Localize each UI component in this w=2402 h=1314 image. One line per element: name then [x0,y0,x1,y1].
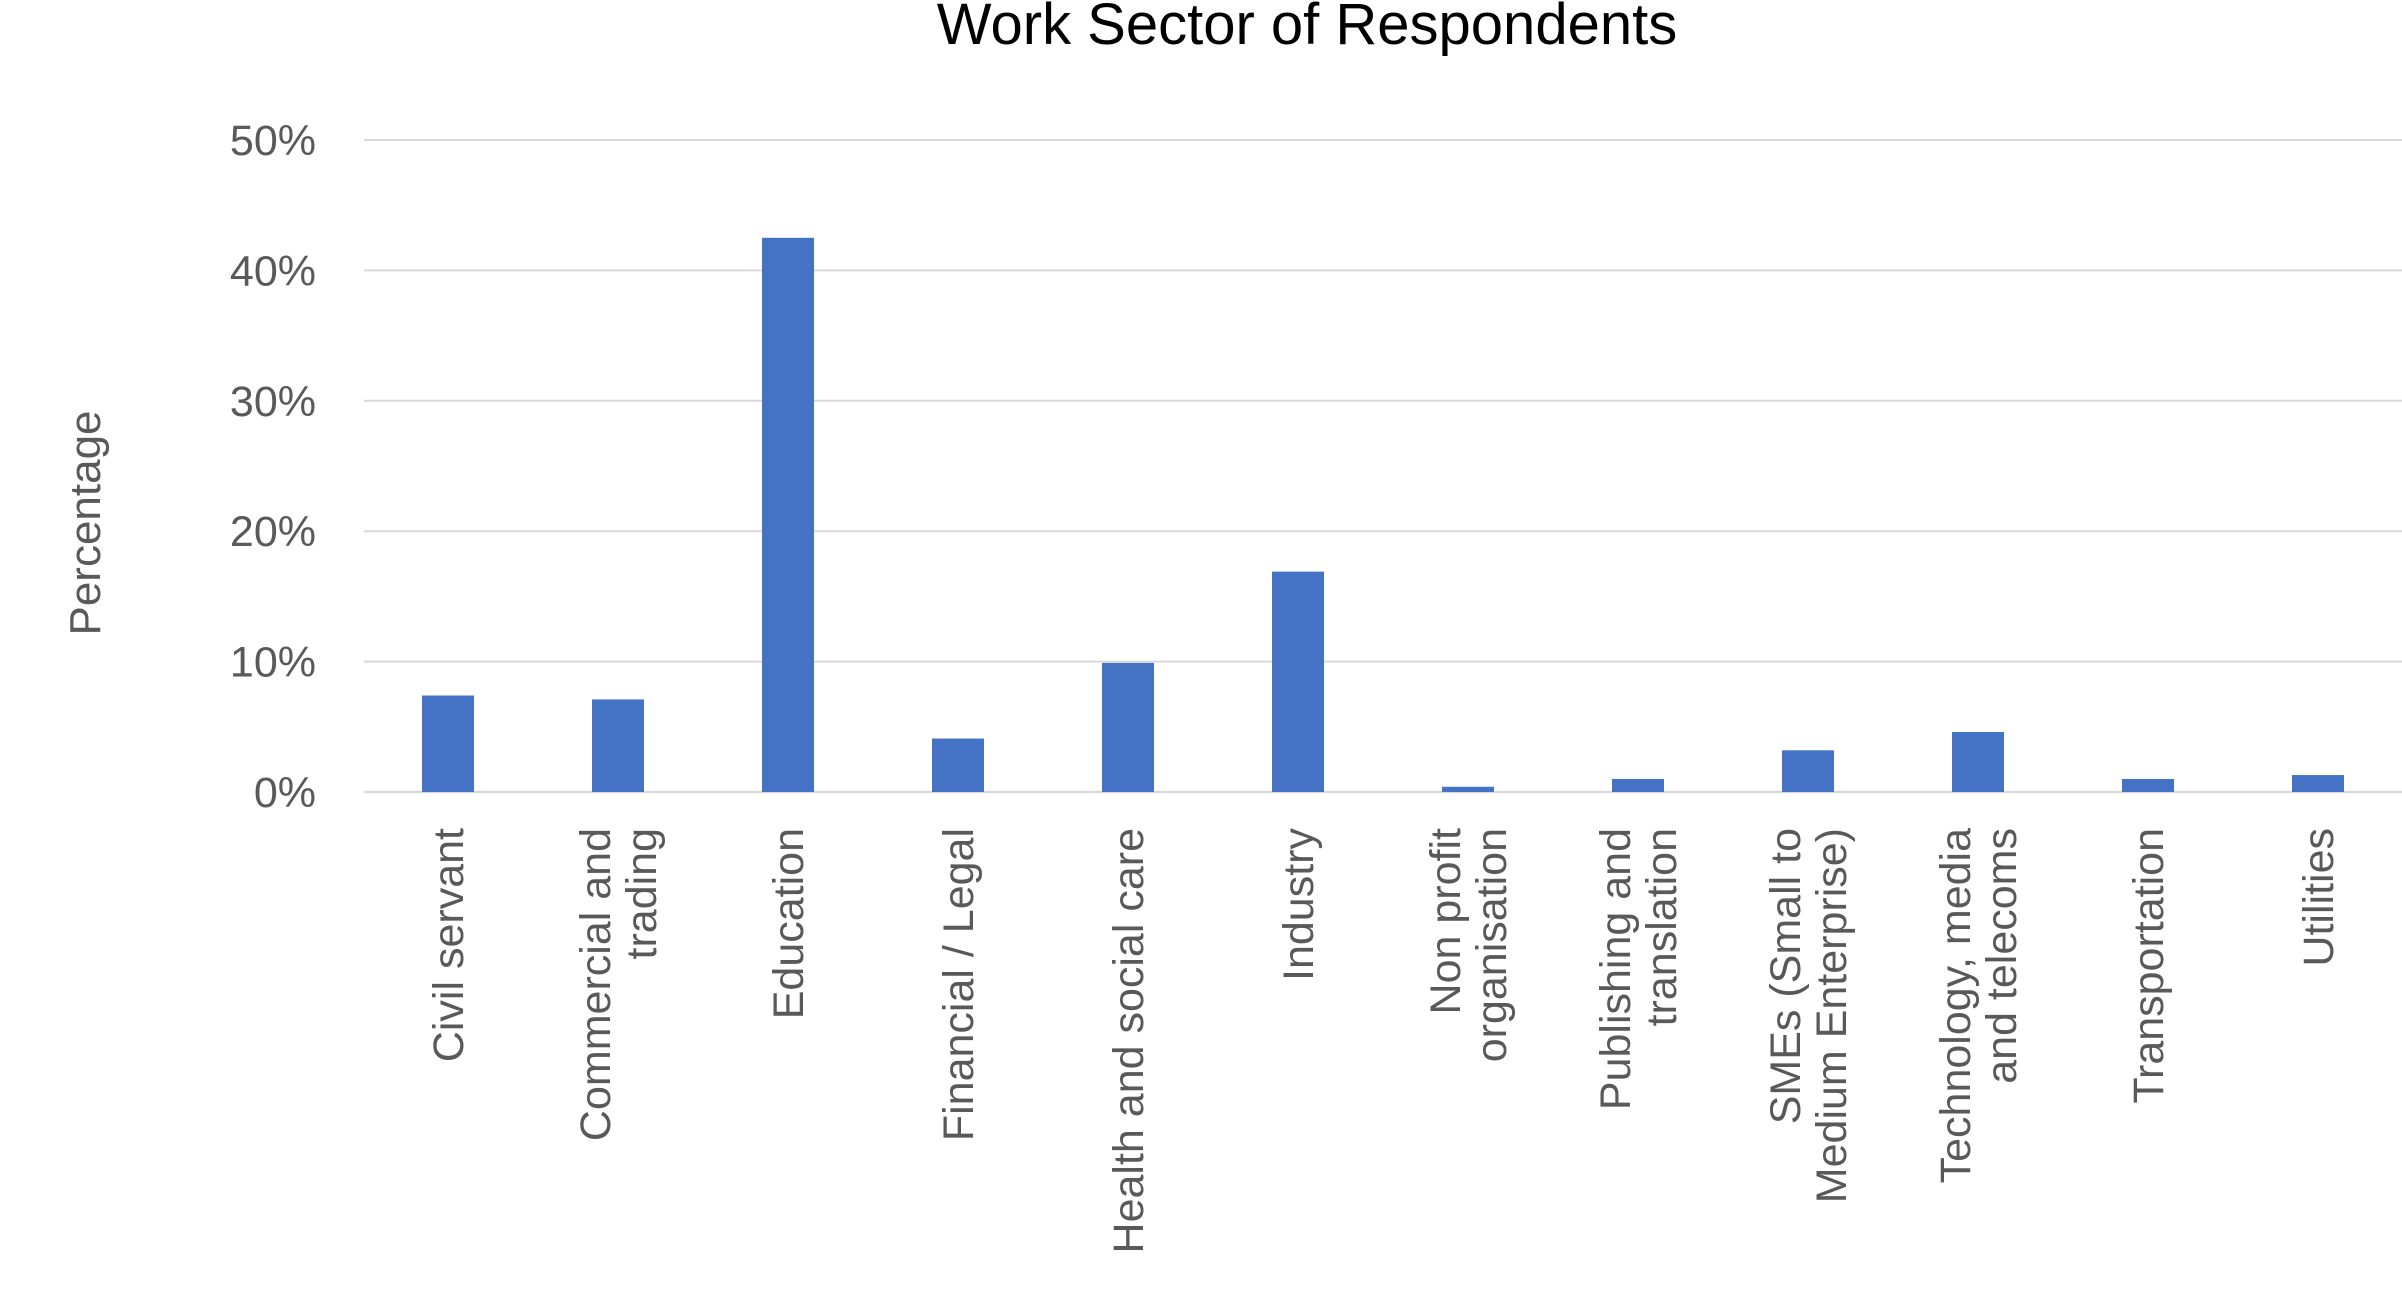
x-category-label: Education [765,828,813,1019]
x-category-label-line: Civil servant [425,828,473,1062]
bar [592,699,644,792]
x-category-label: Utilities [2295,828,2343,967]
bar [1102,662,1154,792]
bar [932,738,984,792]
x-category-label-line: Medium Enterprise) [1808,828,1856,1203]
gridlines [364,139,2402,794]
y-tick-label: 0% [254,769,316,817]
x-category-label-line: Industry [1275,828,1323,981]
x-category-label-line: trading [618,828,666,959]
x-category-label-line: Financial / Legal [935,828,983,1141]
bar [1612,778,1664,792]
chart-title: Work Sector of Respondents [937,0,1677,57]
x-category-label: Health and social care [1105,828,1153,1253]
y-tick-label: 10% [230,639,316,687]
y-tick-label: 40% [230,247,316,295]
x-category-label-line: Utilities [2295,828,2343,967]
bar [2292,775,2344,792]
x-category-label: Civil servant [425,828,473,1062]
bar [1952,732,2004,792]
y-axis-ticks: 0% 10% 20% 30% 40% 50% [230,117,316,817]
x-category-label-line: Education [765,828,813,1019]
x-category-label-line: Commercial and [572,828,620,1141]
x-category-label-line: and telecoms [1978,828,2026,1084]
y-tick-label: 50% [230,117,316,165]
x-category-label: Industry [1275,828,1323,981]
x-category-label-line: Health and social care [1105,828,1153,1253]
y-tick-label: 20% [230,508,316,556]
x-category-label-line: SMEs (Small to [1762,828,1810,1124]
x-category-label-line: Non profit [1422,828,1470,1014]
x-category-label-line: Publishing and [1592,828,1640,1110]
bar [762,237,814,793]
bar [1442,786,1494,792]
bar [1782,750,1834,792]
bar [1272,571,1324,792]
x-category-label-line: Transportation [2125,828,2173,1104]
bars [422,237,2344,793]
x-category-label-line: Technology, media [1932,828,1980,1183]
bar [2122,778,2174,792]
x-category-label-line: organisation [1468,828,1516,1062]
x-category-label: Transportation [2125,828,2173,1104]
x-category-label-line: translation [1638,828,1686,1026]
y-axis-title: Percentage [61,410,110,635]
x-category-label: Financial / Legal [935,828,983,1141]
y-tick-label: 30% [230,378,316,426]
bar [422,695,474,792]
